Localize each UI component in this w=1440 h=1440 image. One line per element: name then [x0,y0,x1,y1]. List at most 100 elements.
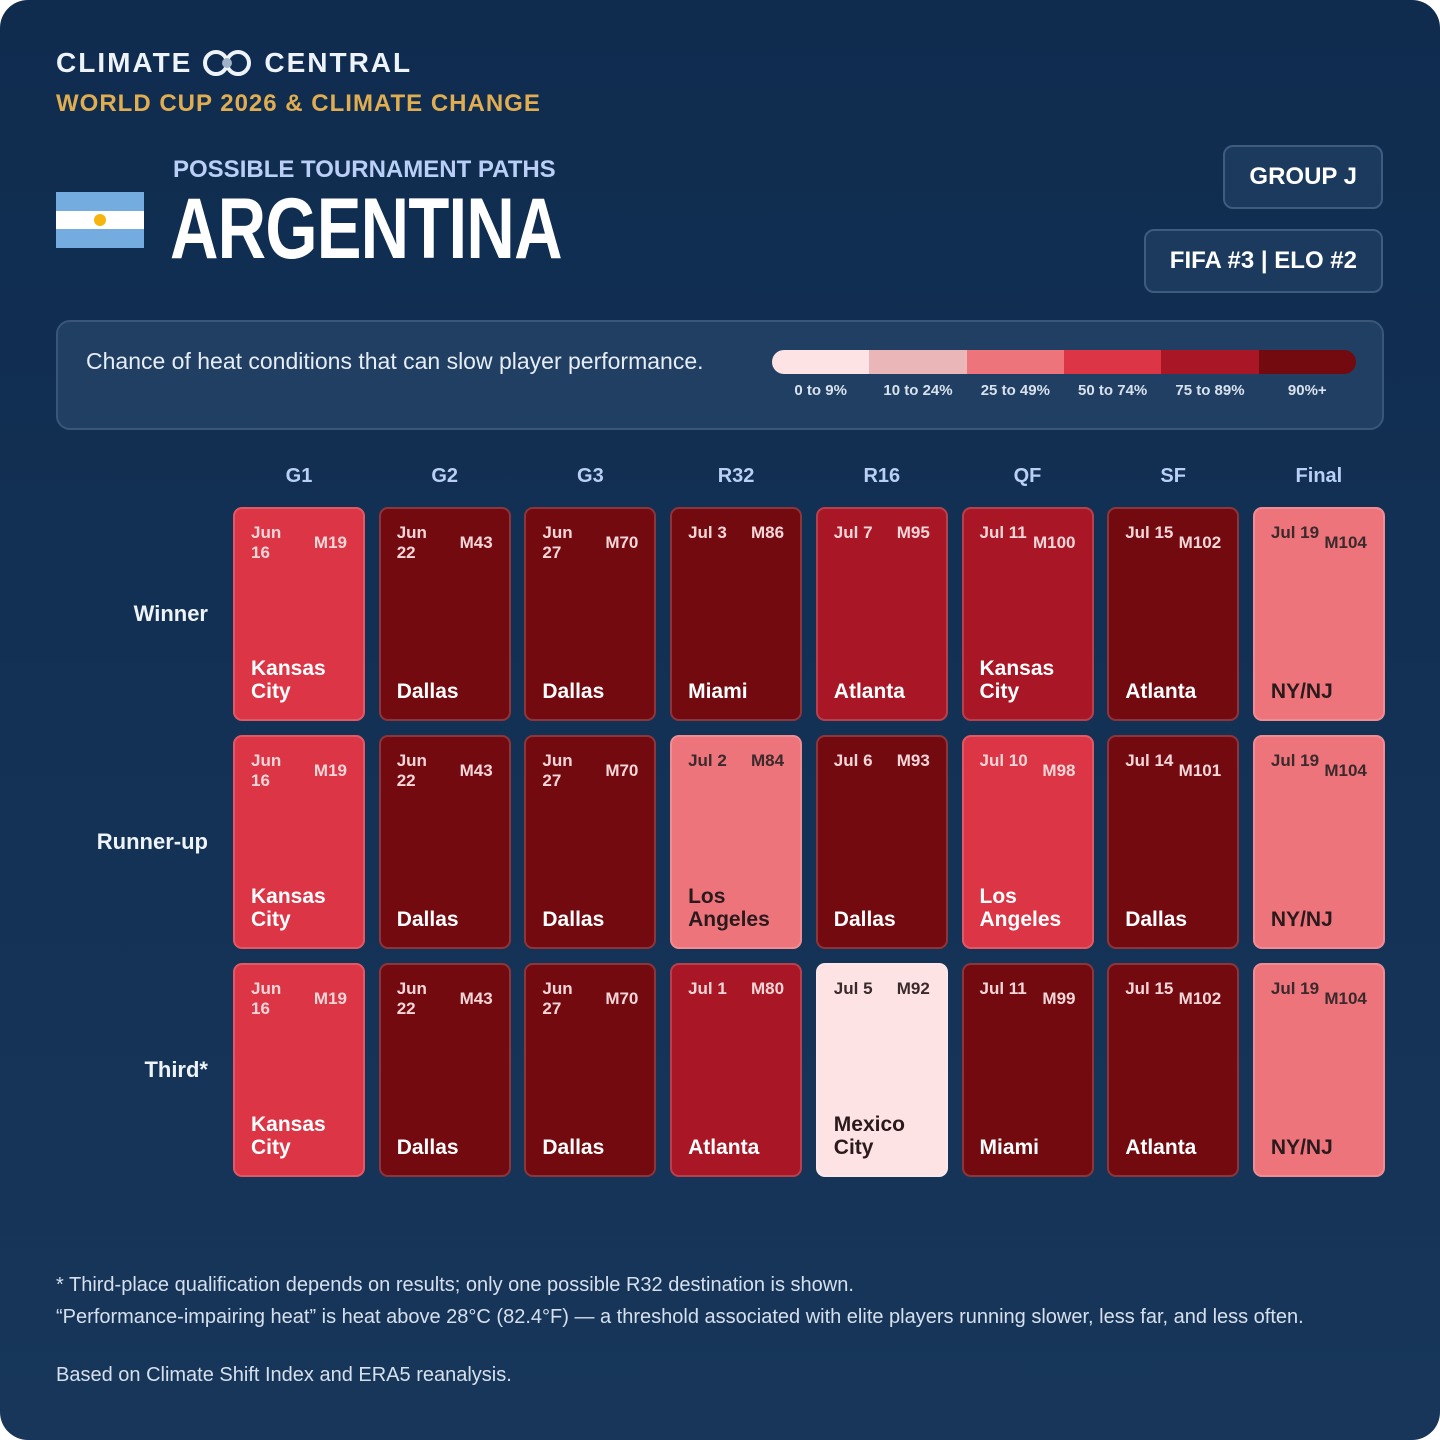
match-date: Jun 27 [542,979,573,1018]
path-cell: Jun 27 M70 Dallas [524,963,657,1177]
match-date: Jul 6 [833,751,873,770]
match-date: Jun 22 [396,751,427,790]
path-cell: Jul 15 M102 Atlanta [1107,507,1240,721]
row-header: Runner-up [96,829,208,854]
match-number: M99 [1042,989,1076,1008]
path-cell: Jul 7 M95 Atlanta [815,507,948,721]
match-number: M104 [1324,761,1367,780]
match-date: Jun 22 [396,979,427,1018]
match-date: Jun 27 [542,751,573,790]
match-number: M19 [313,533,347,552]
host-city: Los Angeles [688,885,770,931]
match-number: M43 [459,989,493,1008]
legend-swatch [869,350,967,374]
host-city: Mexico City [833,1113,905,1159]
host-city: Dallas [833,908,896,931]
match-date: Jul 1 [688,979,727,998]
match-date: Jun 27 [542,523,573,562]
match-date: Jul 10 [979,751,1028,770]
path-cell: Jun 22 M43 Dallas [378,735,511,949]
host-city: Miami [979,1136,1040,1159]
brand-right: CENTRAL [264,47,413,78]
legend: Chance of heat conditions that can slow … [56,320,1384,430]
path-cell: Jul 2 M84 Los Angeles [670,735,803,949]
match-date: Jun 16 [251,751,282,790]
column-header: G1 [285,465,313,487]
column-header: G3 [577,465,604,487]
column-header: R16 [863,465,901,487]
path-cell: Jul 5 M92 Mexico City [815,963,948,1177]
footnote: * Third-place qualification depends on r… [56,1274,854,1296]
host-city: Dallas [542,680,605,703]
legend-bar [772,350,1356,374]
match-number: M43 [459,533,493,552]
host-city: Miami [688,680,748,703]
match-number: M92 [896,979,930,998]
host-city: NY/NJ [1270,680,1333,703]
legend-label: 25 to 49% [980,382,1050,399]
match-date: Jul 15 [1125,523,1174,542]
flag [56,192,144,248]
badge: FIFA #3 | ELO #2 [1143,229,1383,293]
host-city: Dallas [396,680,459,703]
path-cell: Jul 19 M104 NY/NJ [1252,735,1385,949]
match-number: M101 [1178,761,1222,780]
flag-stripe [56,192,144,211]
match-date: Jul 2 [688,751,727,770]
host-city: Dallas [542,1136,605,1159]
host-city: NY/NJ [1270,908,1333,931]
host-city: Dallas [396,1136,459,1159]
row-header: Winner [133,601,208,626]
path-cell: Jun 16 M19 Kansas City [233,735,365,949]
match-date: Jun 16 [251,523,282,562]
logo [203,50,252,76]
path-cell: Jul 10 M98 Los Angeles [961,735,1094,949]
match-number: M104 [1324,533,1367,552]
subtitle: WORLD CUP 2026 & CLIMATE CHANGE [56,90,541,117]
logo-dot [222,58,233,68]
host-city: Kansas City [251,1113,326,1159]
host-city: Kansas City [251,657,326,703]
brand: CLIMATE CENTRAL [56,44,412,82]
column-header: G2 [431,465,459,487]
footnote: Based on Climate Shift Index and ERA5 re… [56,1364,512,1386]
match-date: Jul 14 [1125,751,1174,770]
path-cell: Jul 1 M80 Atlanta [670,963,803,1177]
match-number: M19 [313,761,347,780]
match-number: M70 [605,989,639,1008]
match-number: M93 [896,751,930,770]
match-date: Jul 19 [1270,751,1320,770]
host-city: Atlanta [1125,680,1197,703]
match-number: M102 [1178,989,1222,1008]
path-cell: Jul 19 M104 NY/NJ [1252,507,1385,721]
match-number: M70 [605,761,639,780]
legend-swatch [1063,350,1162,374]
path-cell: Jul 3 M86 Miami [670,507,803,721]
host-city: Kansas City [251,885,326,931]
host-city: Atlanta [833,680,905,703]
host-city: Los Angeles [979,885,1062,931]
legend-label: 0 to 9% [794,382,847,399]
match-date: Jul 15 [1125,979,1174,998]
host-city: Atlanta [688,1136,760,1159]
legend-swatch [1258,350,1356,374]
column-header: SF [1160,465,1186,487]
match-date: Jun 22 [396,523,427,562]
match-number: M86 [751,523,785,542]
path-cell: Jun 22 M43 Dallas [378,963,511,1177]
column-header: Final [1295,465,1343,487]
match-date: Jul 11 [979,979,1027,998]
legend-label: 10 to 24% [883,382,953,399]
host-city: Dallas [542,908,605,931]
path-cell: Jun 16 M19 Kansas City [233,963,365,1177]
host-city: Dallas [1125,908,1188,931]
flag-stripe [56,229,144,248]
path-cell: Jun 22 M43 Dallas [378,507,511,721]
legend-label: 75 to 89% [1175,382,1245,399]
badge: GROUP J [1223,145,1383,209]
legend-label: 50 to 74% [1078,382,1148,399]
match-date: Jul 7 [833,523,873,542]
path-cell: Jun 27 M70 Dallas [524,735,657,949]
